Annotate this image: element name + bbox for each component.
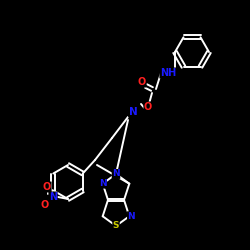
Text: O: O xyxy=(138,77,146,87)
Text: O: O xyxy=(144,102,152,112)
Text: O: O xyxy=(43,182,51,192)
Text: N: N xyxy=(49,192,57,202)
Text: O: O xyxy=(41,200,49,210)
Text: NH: NH xyxy=(160,68,176,78)
Text: N: N xyxy=(112,170,120,178)
Text: N: N xyxy=(128,212,135,221)
Text: N: N xyxy=(99,179,106,188)
Text: N: N xyxy=(128,107,138,117)
Text: S: S xyxy=(113,222,119,230)
